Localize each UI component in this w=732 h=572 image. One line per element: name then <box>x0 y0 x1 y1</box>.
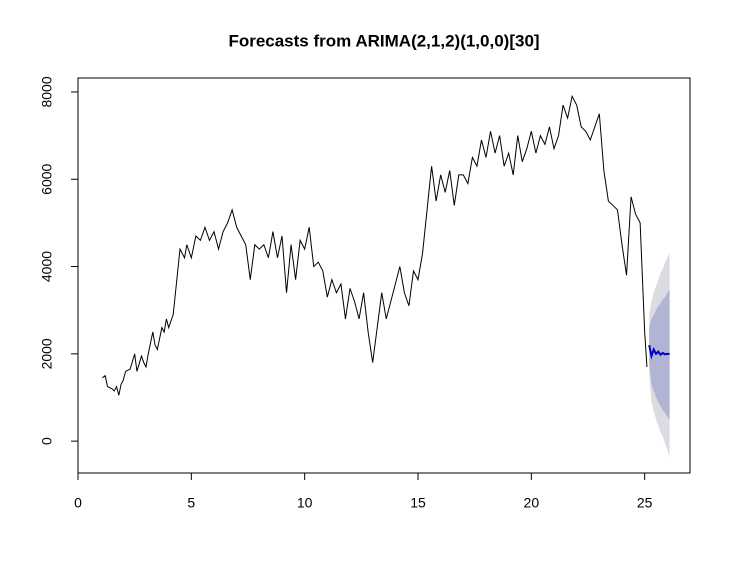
chart-title: Forecasts from ARIMA(2,1,2)(1,0,0)[30] <box>228 31 539 50</box>
y-tick-label: 8000 <box>39 76 55 107</box>
x-tick-label: 0 <box>74 495 82 511</box>
x-tick-label: 10 <box>297 495 313 511</box>
y-tick-label: 4000 <box>39 251 55 282</box>
plot-frame <box>77 77 691 474</box>
series-line <box>648 344 670 360</box>
y-tick-label: 0 <box>39 437 55 445</box>
prediction-interval <box>649 290 670 420</box>
x-tick-label: 15 <box>410 495 426 511</box>
series-line <box>101 94 648 396</box>
x-tick-label: 25 <box>637 495 653 511</box>
x-tick-label: 5 <box>187 495 195 511</box>
x-tick-label: 20 <box>524 495 540 511</box>
y-tick-label: 6000 <box>39 163 55 194</box>
y-tick-label: 2000 <box>39 338 55 369</box>
